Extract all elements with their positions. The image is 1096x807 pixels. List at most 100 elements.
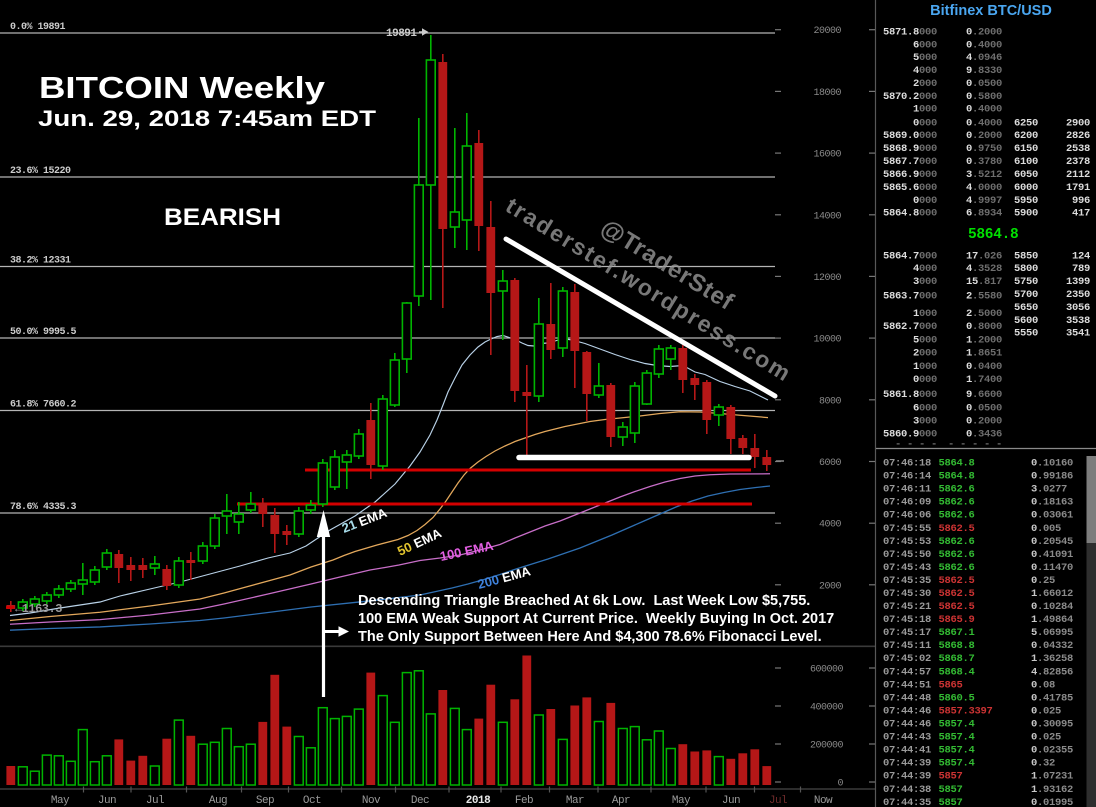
svg-text:07:45:35: 07:45:35 — [883, 575, 931, 587]
svg-text:5750: 5750 — [1014, 276, 1038, 288]
svg-text:1000: 1000 — [913, 308, 937, 320]
svg-text:2378: 2378 — [1066, 156, 1090, 168]
svg-text:0000: 0000 — [913, 374, 937, 386]
svg-text:07:45:21: 07:45:21 — [883, 601, 931, 613]
svg-text:600000: 600000 — [810, 665, 844, 676]
svg-text:BITCOIN Weekly: BITCOIN Weekly — [39, 70, 326, 105]
svg-text:2000: 2000 — [819, 581, 842, 592]
svg-text:2900: 2900 — [1066, 117, 1090, 129]
svg-text:2826: 2826 — [1066, 130, 1090, 142]
svg-text:2.5000: 2.5000 — [966, 308, 1002, 320]
svg-text:Descending Triangle Breached A: Descending Triangle Breached At 6k Low. … — [358, 593, 810, 609]
svg-text:5857: 5857 — [939, 797, 963, 807]
svg-text:07:44:39: 07:44:39 — [883, 771, 931, 783]
svg-text:1.8651: 1.8651 — [966, 348, 1002, 360]
svg-text:0.005: 0.005 — [1031, 523, 1061, 535]
svg-text:07:46:06: 07:46:06 — [883, 510, 931, 522]
svg-text:5862.6: 5862.6 — [939, 549, 975, 561]
svg-text:07:44:46: 07:44:46 — [883, 719, 931, 731]
svg-text:Jun: Jun — [98, 795, 116, 807]
svg-text:07:44:39: 07:44:39 — [883, 758, 931, 770]
svg-text:6150: 6150 — [1014, 143, 1038, 155]
svg-text:6.8934: 6.8934 — [966, 208, 1002, 220]
svg-text:1.7400: 1.7400 — [966, 374, 1002, 386]
svg-text:6050: 6050 — [1014, 169, 1038, 181]
svg-text:2000: 2000 — [913, 78, 937, 90]
svg-text:8000: 8000 — [819, 396, 842, 407]
svg-text:0.3780: 0.3780 — [966, 156, 1002, 168]
svg-text:6100: 6100 — [1014, 156, 1038, 168]
svg-text:0.9750: 0.9750 — [966, 143, 1002, 155]
svg-text:07:44:48: 07:44:48 — [883, 692, 931, 704]
svg-text:0.2000: 0.2000 — [966, 415, 1002, 427]
svg-text:07:45:02: 07:45:02 — [883, 653, 931, 665]
svg-text:0.02355: 0.02355 — [1031, 745, 1073, 757]
svg-text:0.03061: 0.03061 — [1031, 510, 1073, 522]
svg-text:9.6600: 9.6600 — [966, 389, 1002, 401]
svg-text:5857.4: 5857.4 — [939, 732, 975, 744]
svg-text:14000: 14000 — [813, 211, 841, 222]
svg-text:5870.2000: 5870.2000 — [883, 91, 937, 103]
svg-text:May: May — [51, 795, 70, 807]
svg-text:3.0277: 3.0277 — [1031, 484, 1067, 496]
svg-text:3056: 3056 — [1066, 302, 1090, 314]
svg-text:100 EMA Weak Support At Curren: 100 EMA Weak Support At Current Price. W… — [358, 611, 834, 627]
svg-text:0.0500: 0.0500 — [966, 78, 1002, 90]
svg-text:0.2000: 0.2000 — [966, 130, 1002, 142]
svg-text:5868.8: 5868.8 — [939, 640, 975, 652]
svg-text:2000: 2000 — [913, 348, 937, 360]
svg-text:5862.6: 5862.6 — [939, 510, 975, 522]
svg-text:0.0500: 0.0500 — [966, 402, 1002, 414]
svg-text:3541: 3541 — [1066, 328, 1090, 340]
svg-text:5862.6: 5862.6 — [939, 484, 975, 496]
svg-text:07:45:50: 07:45:50 — [883, 549, 931, 561]
svg-text:07:45:53: 07:45:53 — [883, 536, 931, 548]
svg-text:5863.7000: 5863.7000 — [883, 291, 937, 303]
svg-text:←1163.3: ←1163.3 — [15, 602, 62, 616]
svg-text:5862.6: 5862.6 — [939, 562, 975, 574]
svg-text:3538: 3538 — [1066, 315, 1090, 327]
svg-text:5857.4: 5857.4 — [939, 719, 975, 731]
svg-text:3.5212: 3.5212 — [966, 169, 1002, 181]
svg-text:0.04332: 0.04332 — [1031, 640, 1073, 652]
svg-text:1.66012: 1.66012 — [1031, 588, 1073, 600]
svg-text:124: 124 — [1072, 250, 1090, 262]
svg-text:5868.9000: 5868.9000 — [883, 143, 937, 155]
svg-text:0.4000: 0.4000 — [966, 117, 1002, 129]
svg-text:- - - -: - - - - — [895, 439, 937, 451]
svg-text:07:45:55: 07:45:55 — [883, 523, 931, 535]
svg-text:07:44:46: 07:44:46 — [883, 706, 931, 718]
svg-text:0.0% 19891: 0.0% 19891 — [10, 22, 66, 33]
svg-text:Jun: Jun — [722, 795, 740, 807]
svg-text:16000: 16000 — [813, 150, 841, 161]
svg-text:9.8330: 9.8330 — [966, 65, 1002, 77]
svg-text:2112: 2112 — [1066, 169, 1090, 181]
svg-text:17.026: 17.026 — [966, 250, 1002, 262]
svg-text:5857.4: 5857.4 — [939, 758, 975, 770]
svg-text:5900: 5900 — [1014, 208, 1038, 220]
svg-text:07:44:38: 07:44:38 — [883, 784, 931, 796]
svg-text:Oct: Oct — [303, 795, 321, 807]
svg-text:996: 996 — [1072, 195, 1090, 207]
svg-text:5862.7000: 5862.7000 — [883, 321, 937, 333]
svg-text:789: 789 — [1072, 263, 1090, 275]
svg-text:- - - - -: - - - - - — [948, 439, 1002, 451]
svg-text:61.8% 7660.2: 61.8% 7660.2 — [10, 400, 77, 411]
svg-text:07:46:14: 07:46:14 — [883, 471, 931, 483]
svg-text:38.2% 12331: 38.2% 12331 — [10, 256, 71, 267]
svg-text:0.5800: 0.5800 — [966, 91, 1002, 103]
svg-text:400000: 400000 — [810, 703, 844, 714]
svg-text:07:45:30: 07:45:30 — [883, 588, 931, 600]
svg-text:23.6% 15220: 23.6% 15220 — [10, 166, 71, 177]
svg-text:3000: 3000 — [913, 276, 937, 288]
svg-text:2350: 2350 — [1066, 289, 1090, 301]
svg-text:4.9997: 4.9997 — [966, 195, 1002, 207]
svg-text:1791: 1791 — [1066, 182, 1090, 194]
svg-text:5865.9: 5865.9 — [939, 614, 975, 626]
svg-text:5867.7000: 5867.7000 — [883, 156, 937, 168]
svg-text:5860.5: 5860.5 — [939, 692, 975, 704]
svg-text:50.0% 9995.5: 50.0% 9995.5 — [10, 327, 77, 338]
svg-text:5868.4: 5868.4 — [939, 666, 975, 678]
svg-text:5861.8000: 5861.8000 — [883, 389, 937, 401]
svg-text:0.32: 0.32 — [1031, 758, 1055, 770]
